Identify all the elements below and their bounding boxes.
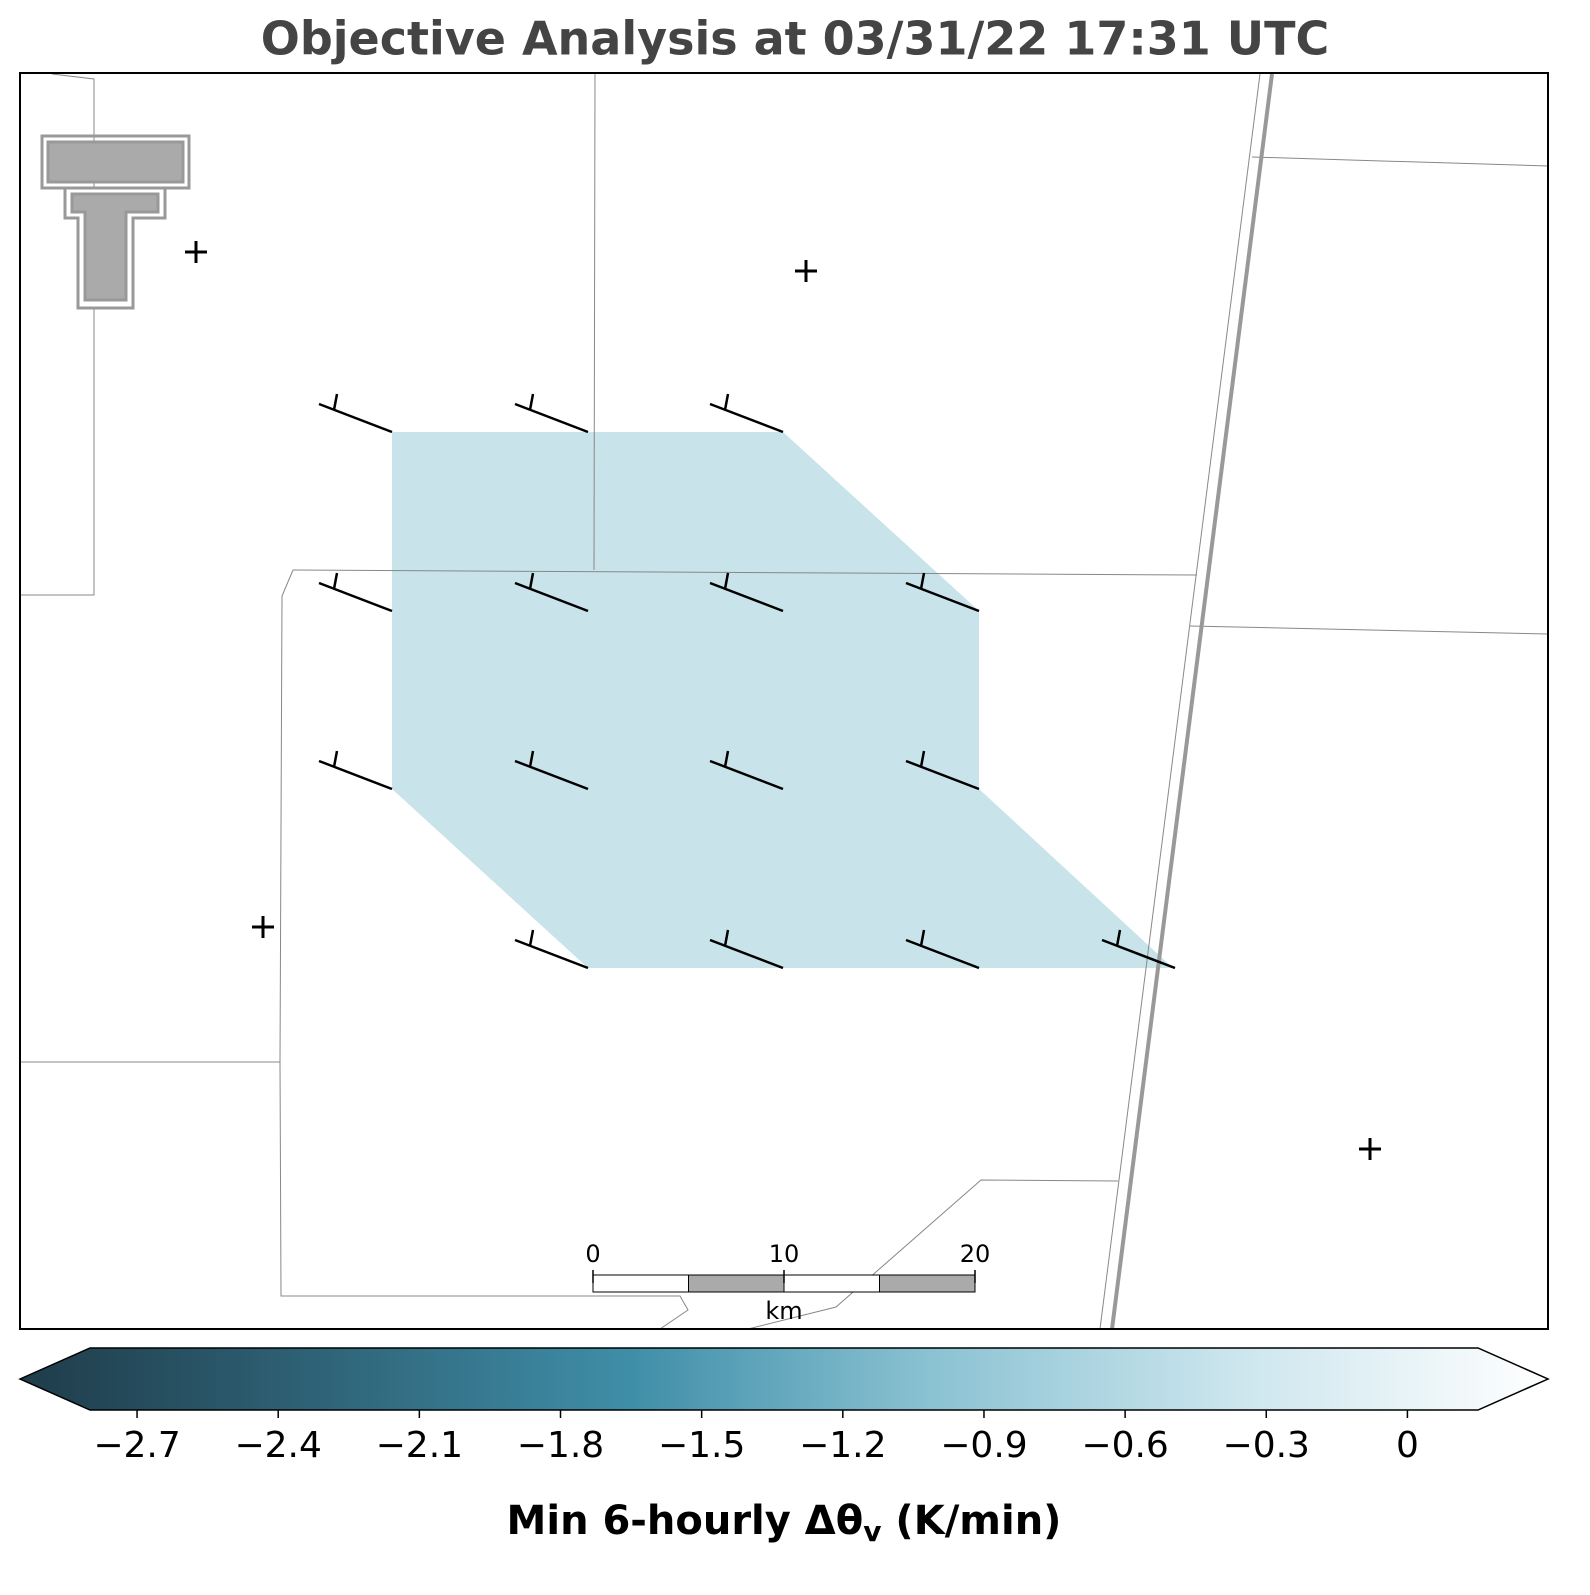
colorbar-tick-label: −1.2 [799,1425,886,1466]
colorbar-tick-label: −0.9 [940,1425,1027,1466]
map: 0 10 20 km [20,73,1548,1329]
colorbar-tick-label: −0.3 [1223,1425,1310,1466]
scale-bar: 0 10 20 km [585,1240,990,1325]
colorbar-tick-label: 0 [1396,1425,1419,1466]
wind-barb [514,929,589,970]
wind-barb [709,572,784,613]
colorbar [18,1347,1550,1411]
colorbar-tick-label: −1.8 [517,1425,604,1466]
scale-unit: km [765,1297,802,1325]
station-markers [185,241,1381,1160]
wind-barb [905,750,980,791]
logo [40,134,191,310]
scale-segment [688,1274,785,1293]
analysis-shading [392,432,1173,968]
wind-barb [318,393,393,434]
colorbar-tick-label: −1.5 [658,1425,745,1466]
colorbar-tick-label: −2.7 [93,1425,180,1466]
scale-label: 0 [585,1240,600,1268]
label-main: Min 6-hourly Δθ [507,1498,864,1544]
scale-segment [592,1274,689,1293]
colorbar-tick-label: −2.1 [376,1425,463,1466]
colorbar-tick-label: −2.4 [234,1425,321,1466]
label-tail: (K/min) [881,1498,1061,1544]
label-sub: v [863,1515,881,1548]
colorbar-tick-label: −0.6 [1081,1425,1168,1466]
wind-barb [514,393,589,434]
wind-barbs [318,393,1176,970]
scale-segment [783,1274,880,1293]
wind-barb [709,929,784,970]
wind-barb [514,750,589,791]
map-frame [19,72,1549,1330]
scale-label: 20 [960,1240,991,1268]
scale-segment [879,1274,976,1293]
wind-barb [905,572,980,613]
wind-barb [1101,929,1176,970]
scale-label: 10 [769,1240,800,1268]
wind-barb [709,750,784,791]
county-lines [20,73,1548,1329]
wind-barb [514,572,589,613]
wind-barb [905,929,980,970]
wind-barb [318,572,393,613]
colorbar-label: Min 6-hourly Δθv (K/min) [507,1498,1062,1548]
wind-barb [318,750,393,791]
wind-barb [709,393,784,434]
chart-title: Objective Analysis at 03/31/22 17:31 UTC [261,12,1330,66]
